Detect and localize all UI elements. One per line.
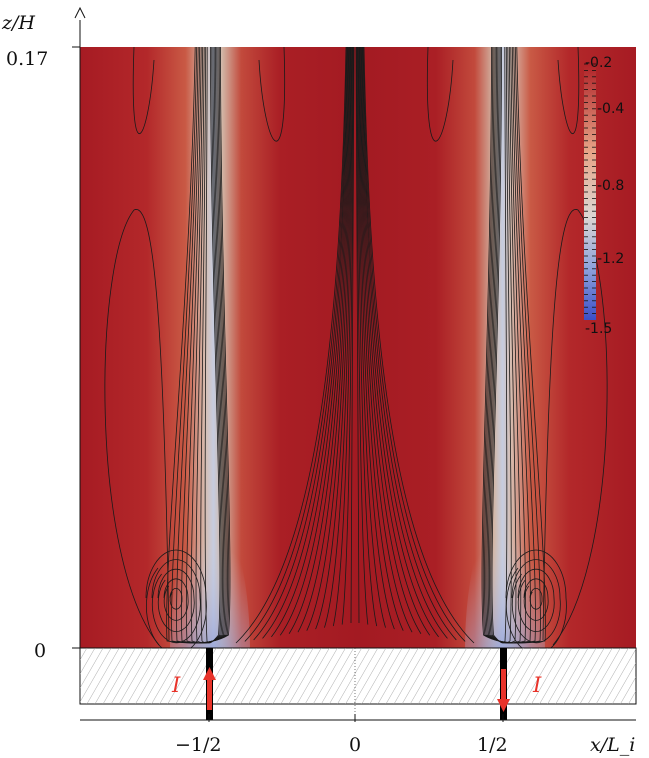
- current-arrow-down: [497, 669, 510, 712]
- streamline: [362, 47, 457, 641]
- streamline: [151, 559, 201, 644]
- streamline: [523, 578, 549, 621]
- x-axis-label: x/L_i: [590, 734, 635, 756]
- streamline: [350, 47, 355, 624]
- streamline: [145, 549, 207, 648]
- streamline: [271, 47, 349, 638]
- streamline: [359, 47, 413, 633]
- streamline: [358, 47, 404, 631]
- streamline: [356, 47, 369, 625]
- streamline: [262, 47, 349, 639]
- streamline: [357, 47, 386, 628]
- streamline: [306, 47, 352, 631]
- streamline: [481, 47, 546, 644]
- current-label-left: I: [171, 673, 181, 697]
- streamline: [360, 47, 431, 636]
- streamline: [169, 588, 183, 610]
- streamline: [426, 47, 454, 142]
- y-tick-top: 0.17: [6, 48, 48, 70]
- colorbar: -0.2 -0.4 -0.8 -1.2 -1.5: [584, 55, 624, 337]
- streamline: [341, 47, 354, 625]
- x-axis: [80, 714, 636, 722]
- colorbar-label-4: -1.2: [597, 251, 624, 267]
- streamline: [358, 47, 395, 630]
- streamline: [258, 47, 286, 142]
- streamline: [157, 568, 195, 632]
- current-arrow-up: [203, 667, 216, 710]
- streamline: [505, 549, 567, 648]
- streamlines: [104, 47, 608, 648]
- streamline: [324, 47, 353, 628]
- y-tick-zero: 0: [34, 640, 46, 662]
- colorbar-label-3: -0.8: [597, 178, 624, 194]
- electrode-substrate: I I: [79, 647, 637, 720]
- streamline: [104, 209, 170, 646]
- streamline: [517, 568, 555, 632]
- x-tick-zero: 0: [349, 734, 361, 756]
- streamline: [529, 588, 543, 610]
- streamline: [511, 559, 561, 644]
- colorbar-label-bottom: -1.5: [585, 321, 612, 337]
- streamline: [361, 47, 448, 639]
- streamline: [315, 47, 352, 630]
- current-label-right: I: [532, 673, 542, 697]
- streamline: [542, 209, 608, 646]
- streamline: [166, 47, 231, 644]
- streamline: [359, 47, 422, 634]
- streamline: [163, 578, 189, 621]
- y-axis-label: z/H: [1, 12, 35, 34]
- streamline: [297, 47, 351, 633]
- colorbar-label-top: -0.2: [585, 55, 612, 71]
- streamline: [244, 47, 348, 642]
- streamline: [288, 47, 351, 634]
- colorbar-label-2: -0.4: [597, 101, 624, 117]
- streamline: [362, 47, 466, 642]
- streamline: [235, 47, 347, 644]
- streamline: [253, 47, 348, 641]
- colorbar-scale: [584, 62, 596, 320]
- y-axis: [72, 6, 86, 649]
- streamline: [361, 47, 439, 638]
- x-tick-left: −1/2: [175, 734, 222, 756]
- streamline: [332, 47, 354, 627]
- streamline: [356, 47, 378, 627]
- streamline: [132, 47, 155, 135]
- x-tick-right: 1/2: [477, 734, 508, 756]
- streamline: [279, 47, 350, 636]
- streamline: [557, 47, 580, 135]
- streamline: [363, 47, 475, 644]
- streamline: [355, 47, 360, 624]
